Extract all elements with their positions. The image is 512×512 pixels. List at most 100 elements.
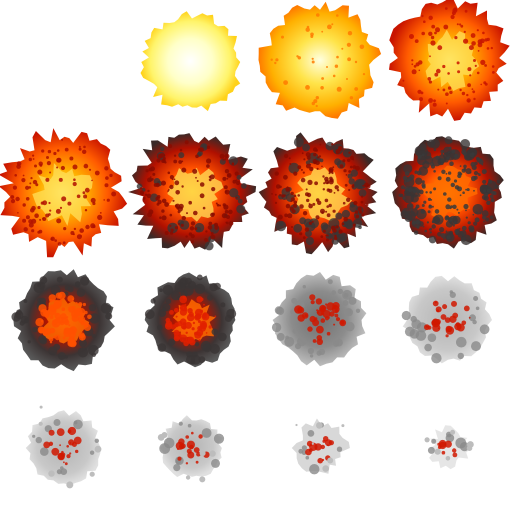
ember-speck (61, 138, 64, 141)
ember-speck (434, 209, 440, 214)
ember-speck (449, 161, 454, 166)
ember-speck (69, 156, 74, 161)
ember-speck (60, 165, 65, 171)
ember-speck (31, 218, 37, 224)
ember-speck (161, 209, 165, 213)
ember-speck (179, 306, 184, 310)
ember-speck (427, 77, 432, 81)
debris-particle (295, 423, 298, 427)
smoke-puff (419, 143, 427, 151)
ember-speck (440, 158, 445, 163)
ember-speck (326, 234, 329, 237)
ember-speck (35, 183, 39, 187)
ember-speck (408, 187, 413, 192)
ember-speck (440, 233, 446, 239)
ember-speck (179, 148, 183, 152)
smoke-puff (162, 284, 173, 295)
ember-speck (413, 64, 417, 68)
ember-speck (452, 452, 458, 458)
ember-speck (173, 159, 178, 164)
debris-particle (48, 470, 55, 477)
ember-speck (169, 213, 173, 217)
ember-speck (208, 175, 212, 179)
ember-speck (66, 445, 69, 448)
ember-speck (174, 226, 179, 230)
ember-speck (184, 321, 192, 329)
ember-speck (68, 306, 75, 313)
ember-speck (432, 102, 437, 107)
ember-speck (321, 30, 324, 33)
ember-speck (39, 164, 43, 167)
sprite-frame-6 (258, 132, 378, 255)
ember-speck (463, 203, 469, 210)
ember-speck (53, 151, 57, 156)
ember-speck (328, 188, 333, 193)
ember-speck (50, 236, 55, 241)
smoke-puff (318, 348, 326, 355)
ember-speck (169, 175, 174, 180)
ember-speck (53, 302, 61, 310)
smoke-puff (67, 286, 74, 293)
sprite-frame-8 (11, 269, 115, 372)
ember-speck (473, 189, 475, 192)
smoke-puff (305, 230, 312, 238)
smoke-puff (431, 224, 436, 229)
ember-speck (147, 177, 152, 183)
ember-speck (173, 154, 177, 157)
ember-speck (90, 197, 96, 203)
ember-speck (142, 198, 145, 201)
ember-speck (41, 149, 45, 153)
ember-speck (215, 202, 218, 205)
ember-speck (305, 163, 311, 169)
ember-speck (232, 179, 237, 184)
sprite-frame-3 (389, 0, 510, 121)
ember-speck (486, 47, 490, 50)
smoke-puff (416, 322, 428, 333)
ember-speck (415, 219, 420, 225)
ember-speck (48, 201, 51, 205)
ember-speck (39, 218, 42, 221)
ember-speck (433, 187, 437, 191)
ember-speck (196, 451, 201, 457)
explosion-blob (140, 11, 241, 112)
ember-speck (335, 309, 339, 313)
ember-speck (173, 329, 180, 336)
ember-speck (224, 158, 227, 161)
smoke-puff (211, 458, 220, 468)
ember-speck (430, 40, 436, 46)
ember-speck (444, 7, 448, 10)
ember-speck (211, 212, 215, 216)
ember-speck (153, 183, 158, 187)
smoke-puff (218, 332, 227, 342)
ember-speck (354, 60, 358, 64)
ember-speck (449, 90, 453, 95)
ember-speck (417, 155, 422, 159)
ember-speck (76, 234, 82, 240)
ember-speck (56, 149, 60, 152)
ember-speck (445, 176, 451, 182)
ember-speck (334, 236, 338, 241)
ember-speck (440, 314, 447, 320)
ember-speck (304, 227, 310, 232)
ember-speck (416, 189, 421, 194)
smoke-puff (157, 343, 167, 352)
ember-speck (335, 225, 339, 229)
ember-speck (311, 101, 315, 106)
ember-speck (228, 209, 233, 215)
smoke-puff (213, 282, 221, 290)
ember-speck (59, 444, 61, 447)
ember-speck (474, 217, 480, 223)
ember-speck (43, 310, 50, 318)
ember-speck (409, 34, 414, 39)
ember-speck (453, 7, 458, 12)
ember-speck (432, 300, 439, 307)
ember-speck (321, 305, 326, 311)
ember-speck (281, 35, 284, 39)
ember-speck (328, 179, 334, 185)
smoke-puff (475, 306, 480, 311)
ember-speck (73, 178, 76, 181)
smoke-puff (342, 300, 349, 306)
ember-speck (168, 144, 173, 149)
debris-particle (322, 465, 330, 472)
